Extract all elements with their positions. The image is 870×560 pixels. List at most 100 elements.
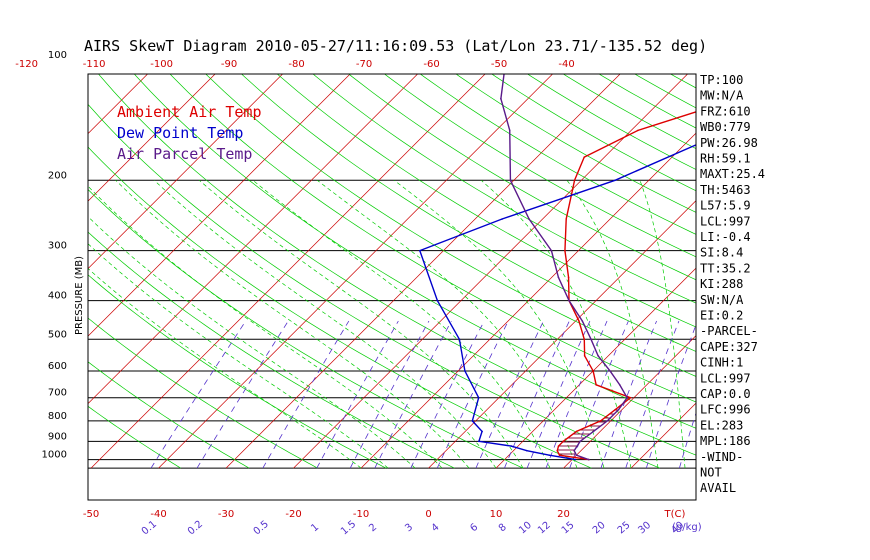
ambient-temp-point [578,320,580,322]
ambient-temp-point [564,249,566,252]
mixing-ratio-label: 10 [517,520,534,537]
moist-adiabat [88,243,389,469]
moist-adiabat [199,180,524,469]
bottom-temp-tick: -20 [285,509,301,520]
mixing-ratio-line [526,320,591,469]
parcel-temp-point [557,276,560,279]
isotherm-line [495,267,696,469]
ambient-temp-point [629,396,632,399]
parcel-temp-point [618,384,621,386]
isotherm-line [225,74,621,469]
index-item: -WIND- [700,450,743,464]
isotherm-line [88,74,419,405]
index-item: WB0:779 [700,120,751,134]
index-item: CAP:0.0 [700,387,751,401]
index-item: SI:8.4 [700,246,743,260]
plot-frame [87,73,697,501]
dewpoint-temp-point [548,454,551,457]
dry-adiabat [455,74,696,213]
moist-adiabat [566,180,659,469]
isotherm-line [0,60,27,468]
dry-adiabat [88,103,660,469]
index-item: LI:-0.4 [700,230,751,244]
index-item: TH:5463 [700,183,751,197]
parcel-temp-point [581,320,584,322]
index-item: MPL:186 [700,434,751,448]
dewpoint-temp-point [481,430,483,433]
top-temp-tick: -90 [221,59,237,70]
chart-title: AIRS SkewT Diagram 2010-05-27/11:16:09.5… [84,37,707,55]
mixing-ratio-line [569,320,629,469]
dry-adiabat [312,74,696,304]
pressure-tick-label: 1000 [42,450,67,461]
mixing-ratio-line [410,320,485,469]
isotherm-line [834,60,870,468]
pressure-tick-label: 100 [48,50,67,61]
index-item: RH:59.1 [700,152,751,166]
parcel-temp-point [588,458,590,461]
legend: Ambient Air Temp Dew Point Temp Air Parc… [117,103,262,163]
pressure-tick-label: 300 [48,241,67,252]
isotherm-line [88,74,216,202]
top-temp-tick: -40 [558,59,574,70]
index-item: CAPE:327 [700,340,758,354]
dewpoint-temp-point [501,218,503,220]
top-temp-tick: -50 [491,59,507,70]
dry-adiabat [276,74,696,328]
pressure-tick-label: 700 [48,388,67,399]
ambient-temp-point [565,218,568,220]
moist-adiabat [480,180,632,469]
moist-adiabat [252,180,551,469]
mixing-ratio-label: 8 [497,522,509,535]
mixing-ratio-label: 3 [403,522,415,535]
ambient-temp-point [567,276,570,279]
moist-adiabat [115,180,470,469]
legend-parcel: Air Parcel Temp [117,145,252,163]
parcel-temp-point [509,179,512,182]
pressure-tick-label: 900 [48,431,67,442]
mixing-ratio-line [349,320,430,469]
mixing-ratio-label: 12 [536,520,553,537]
x-axis-label: T(C) [664,509,686,520]
pressure-tick-label: 500 [48,329,67,340]
mixing-ratio-line [475,320,544,469]
dewpoint-temp-point [510,445,513,447]
index-item: FRZ:610 [700,104,751,118]
dry-adiabat [88,361,250,469]
bottom-temp-tick: 10 [490,509,503,520]
ambient-temp-point [637,129,639,132]
pressure-tick-label: 600 [48,361,67,372]
dewpoint-temp-point [614,179,616,182]
parcel-temp-point [573,449,575,452]
isotherm-line [158,74,554,469]
dewpoint-temp-line [418,144,696,461]
mixing-ratio-line [262,320,350,469]
parcel-temp-point [590,338,592,341]
ambient-temp-point [583,156,586,158]
isotherm-line [293,74,689,469]
mixing-ratio-line [504,320,570,469]
ambient-temp-point [583,338,586,341]
ambient-temp-point [562,440,565,443]
index-item: EL:283 [700,418,743,432]
index-item: CINH:1 [700,356,743,370]
moist-adiabat [88,216,416,469]
mixing-ratio-label: 0.1 [140,519,159,538]
legend-ambient: Ambient Air Temp [117,103,262,121]
top-temp-tick: -110 [83,59,106,70]
pressure-tick-label: 400 [48,291,67,302]
dry-adiabat [169,74,696,403]
series-layer [418,74,696,461]
top-temp-tick: -80 [288,59,304,70]
isotherm-line [563,335,696,469]
top-temp-tick: -70 [356,59,372,70]
mixing-ratio-label: 15 [560,520,577,537]
ambient-temp-point [583,355,586,357]
index-item: EI:0.2 [700,309,743,323]
parcel-temp-point [626,396,628,399]
parcel-temp-point [592,430,595,433]
bottom-temp-tick: 0 [425,509,431,520]
dewpoint-temp-point [526,449,528,452]
